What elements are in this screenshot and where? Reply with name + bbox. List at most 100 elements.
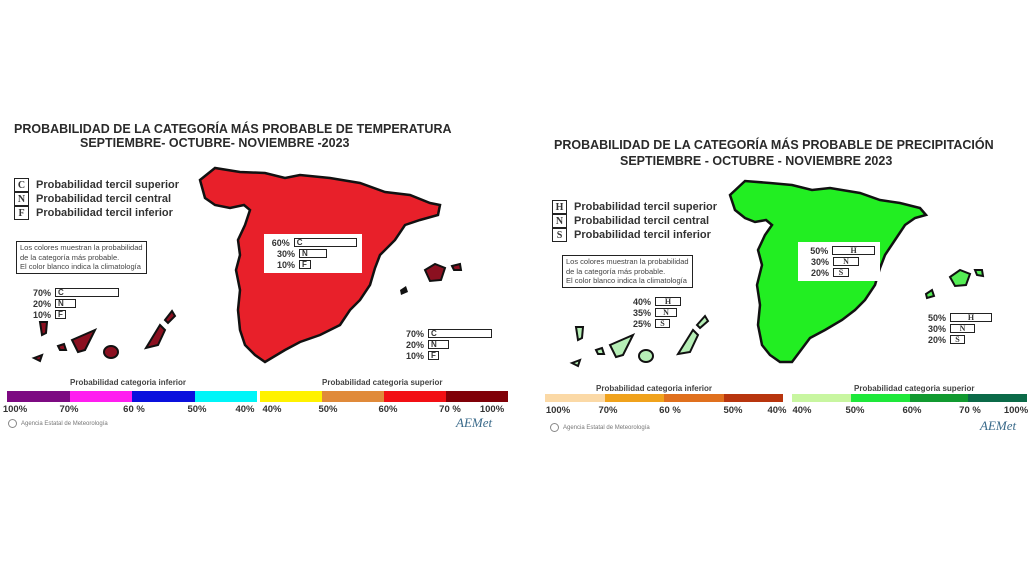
key-label: Probabilidad tercil inferior	[574, 229, 711, 241]
bar-inferior: S	[833, 268, 849, 277]
canarias-hierro	[31, 353, 44, 363]
canarias-lanzarote	[163, 309, 177, 325]
mallorca-shape	[423, 262, 447, 283]
menorca-shape	[450, 262, 463, 271]
upper-color-scale	[792, 394, 1027, 402]
key-symbol: N	[552, 214, 567, 228]
pct-inferior: 10%	[405, 350, 424, 361]
precipitation-title-line1: PROBABILIDAD DE LA CATEGORÍA MÁS PROBABL…	[554, 138, 994, 152]
peninsula-probability-bars: 50% H 30% N 20% S	[798, 242, 880, 281]
canarias-fuerteventura	[675, 328, 700, 356]
note-line: El color blanco indica la climatología	[566, 276, 687, 285]
copyright-icon	[8, 419, 17, 428]
precipitation-tercile-key: H Probabilidad tercil superior N Probabili…	[552, 200, 717, 242]
canarias-lanzarote	[695, 314, 710, 330]
aemet-credit: Agencia Estatal de Meteorología	[550, 423, 650, 432]
ibiza-shape	[924, 288, 936, 300]
baleares-probability-bars: 50% H 30% N 20% S	[920, 312, 992, 345]
pct-superior: 40%	[632, 296, 651, 307]
note-line: de la categoría más probable.	[566, 266, 666, 276]
canarias-gomera	[56, 342, 68, 351]
pct-superior: 70%	[32, 287, 51, 298]
tick: 100%	[2, 404, 28, 415]
tick: 50%	[187, 404, 207, 415]
key-label: Probabilidad tercil inferior	[36, 207, 173, 219]
key-label: Probabilidad tercil superior	[574, 201, 718, 213]
key-symbol: F	[14, 206, 29, 220]
upper-scale-title: Probabilidad categoria superior	[322, 378, 443, 387]
canarias-hierro	[569, 358, 582, 368]
pct-central: 35%	[632, 307, 651, 318]
bar-superior: H	[832, 246, 875, 255]
bar-superior: C	[55, 288, 119, 297]
tick: 60 %	[123, 404, 145, 415]
temperature-title-line1: PROBABILIDAD DE LA CATEGORÍA MÁS PROBABL…	[14, 122, 452, 136]
pct-central: 20%	[32, 298, 51, 309]
copyright-icon	[550, 423, 559, 432]
tick: 60%	[378, 404, 398, 415]
key-label: Probabilidad tercil central	[574, 215, 710, 227]
canarias-probability-bars: 70% C 20% N 10% F	[25, 287, 119, 320]
mallorca-shape	[948, 268, 972, 288]
bar-central: N	[655, 308, 677, 317]
pct-central: 30%	[810, 256, 829, 267]
bar-inferior: S	[655, 319, 670, 328]
key-symbol: S	[552, 228, 567, 242]
tick: 70 %	[439, 404, 461, 415]
tick: 40%	[262, 404, 282, 415]
note-line: de la categoría más probable.	[20, 252, 120, 262]
canarias-la-palma	[38, 321, 49, 337]
bar-central: N	[950, 324, 975, 333]
precipitation-title-line2: SEPTIEMBRE - OCTUBRE - NOVIEMBRE 2023	[620, 154, 893, 168]
bar-central: N	[55, 299, 76, 308]
bar-central: N	[833, 257, 859, 266]
tick: 40%	[235, 404, 255, 415]
pct-superior: 60%	[271, 237, 290, 248]
key-row-superior: C Probabilidad tercil superior	[14, 178, 179, 192]
upper-scale-title: Probabilidad categoria superior	[854, 384, 975, 393]
key-row-superior: H Probabilidad tercil superior	[552, 200, 717, 214]
key-row-inferior: F Probabilidad tercil inferior	[14, 206, 179, 220]
pct-superior: 50%	[927, 312, 946, 323]
key-row-inferior: S Probabilidad tercil inferior	[552, 228, 717, 242]
baleares-probability-bars: 70% C 20% N 10% F	[398, 328, 492, 361]
canarias-gran-canaria	[638, 349, 654, 363]
temperature-color-note: Los colores muestran la probabilidad de …	[16, 241, 147, 274]
pct-central: 30%	[276, 248, 295, 259]
bar-inferior: F	[55, 310, 66, 319]
canarias-tenerife	[608, 332, 636, 359]
note-line: El color blanco indica la climatología	[20, 262, 141, 271]
canarias-fuerteventura	[143, 323, 167, 350]
bar-superior: H	[655, 297, 681, 306]
canarias-la-palma	[574, 326, 585, 342]
key-label: Probabilidad tercil central	[36, 193, 172, 205]
aemet-logo: AEMet	[980, 418, 1017, 433]
lower-color-scale	[545, 394, 783, 402]
tick: 100%	[479, 404, 505, 415]
tick: 50%	[318, 404, 338, 415]
note-line: Los colores muestran la probabilidad	[566, 257, 689, 266]
tick: 60 %	[659, 405, 681, 416]
ibiza-shape	[400, 286, 408, 295]
upper-color-scale	[260, 391, 508, 402]
precipitation-map-panel: PROBABILIDAD DE LA CATEGORÍA MÁS PROBABL…	[530, 0, 1029, 579]
peninsula-probability-bars: 60% C 30% N 10% F	[264, 234, 362, 273]
tick: 60%	[902, 405, 922, 416]
pct-inferior: 20%	[927, 334, 946, 345]
pct-inferior: 10%	[276, 259, 295, 270]
key-row-central: N Probabilidad tercil central	[14, 192, 179, 206]
canarias-probability-bars: 40% H 35% N 25% S	[625, 296, 681, 329]
tick: 100%	[545, 405, 571, 416]
temperature-map-panel: PROBABILIDAD DE LA CATEGORÍA MÁS PROBABL…	[2, 122, 508, 430]
tick: 100%	[1003, 405, 1029, 416]
tick: 40%	[792, 405, 812, 416]
pct-superior: 50%	[810, 245, 829, 256]
pct-inferior: 10%	[32, 309, 51, 320]
lower-color-scale	[7, 391, 257, 402]
temperature-title-line2: SEPTIEMBRE- OCTUBRE- NOVIEMBRE -2023	[80, 136, 350, 150]
canarias-tenerife	[70, 327, 98, 354]
key-symbol: C	[14, 178, 29, 192]
aemet-logo: AEMet	[456, 415, 493, 430]
tick: 70 %	[959, 405, 981, 416]
bar-central: N	[299, 249, 327, 258]
